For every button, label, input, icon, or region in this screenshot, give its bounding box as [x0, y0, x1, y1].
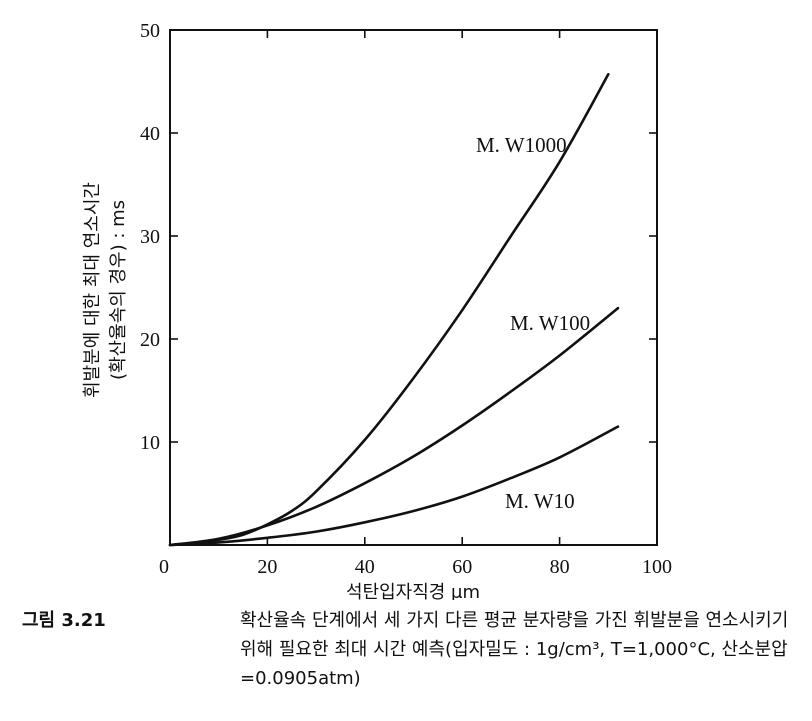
caption-text: 확산율속 단계에서 세 가지 다른 평균 분자량을 가진 휘발분을 연소시키기 …: [240, 610, 789, 689]
y-tick-label: 20: [140, 329, 160, 351]
caption-label: 그림 3.21: [22, 610, 106, 631]
plot-frame: [169, 29, 658, 546]
series-line-2: [168, 425, 620, 547]
y-axis-title-line2: (확산율속의 경우) : ms: [108, 200, 129, 380]
y-tick-label: 40: [140, 123, 160, 145]
x-tick-label: 80: [550, 556, 570, 578]
x-tick-label: 40: [355, 556, 375, 578]
x-tick-label: 0: [159, 556, 169, 578]
x-tick-label: 100: [642, 556, 672, 578]
y-tick-label: 10: [140, 432, 160, 454]
x-tick-label: 20: [257, 556, 277, 578]
x-axis-title: 석탄입자직경 μm: [346, 582, 480, 600]
y-tick-label: 50: [140, 20, 160, 42]
chart: 0 20 40 60 80 100 10 20 30 40 50 M. W1000 M. W100 …: [82, 20, 672, 600]
series-label-mw10: M. W10: [505, 489, 575, 513]
ticks-layer: 0 20 40 60 80 100 10 20 30 40 50: [140, 20, 672, 578]
y-tick-label: 30: [140, 226, 160, 248]
series-line-1: [168, 306, 620, 547]
y-axis-title-line1: 휘발분에 대한 최대 연소시간: [82, 182, 103, 398]
x-tick-label: 60: [452, 556, 472, 578]
series-label-mw100: M. W100: [510, 311, 590, 335]
series-label-mw1000: M. W1000: [476, 133, 567, 157]
series-layer: [168, 73, 620, 547]
